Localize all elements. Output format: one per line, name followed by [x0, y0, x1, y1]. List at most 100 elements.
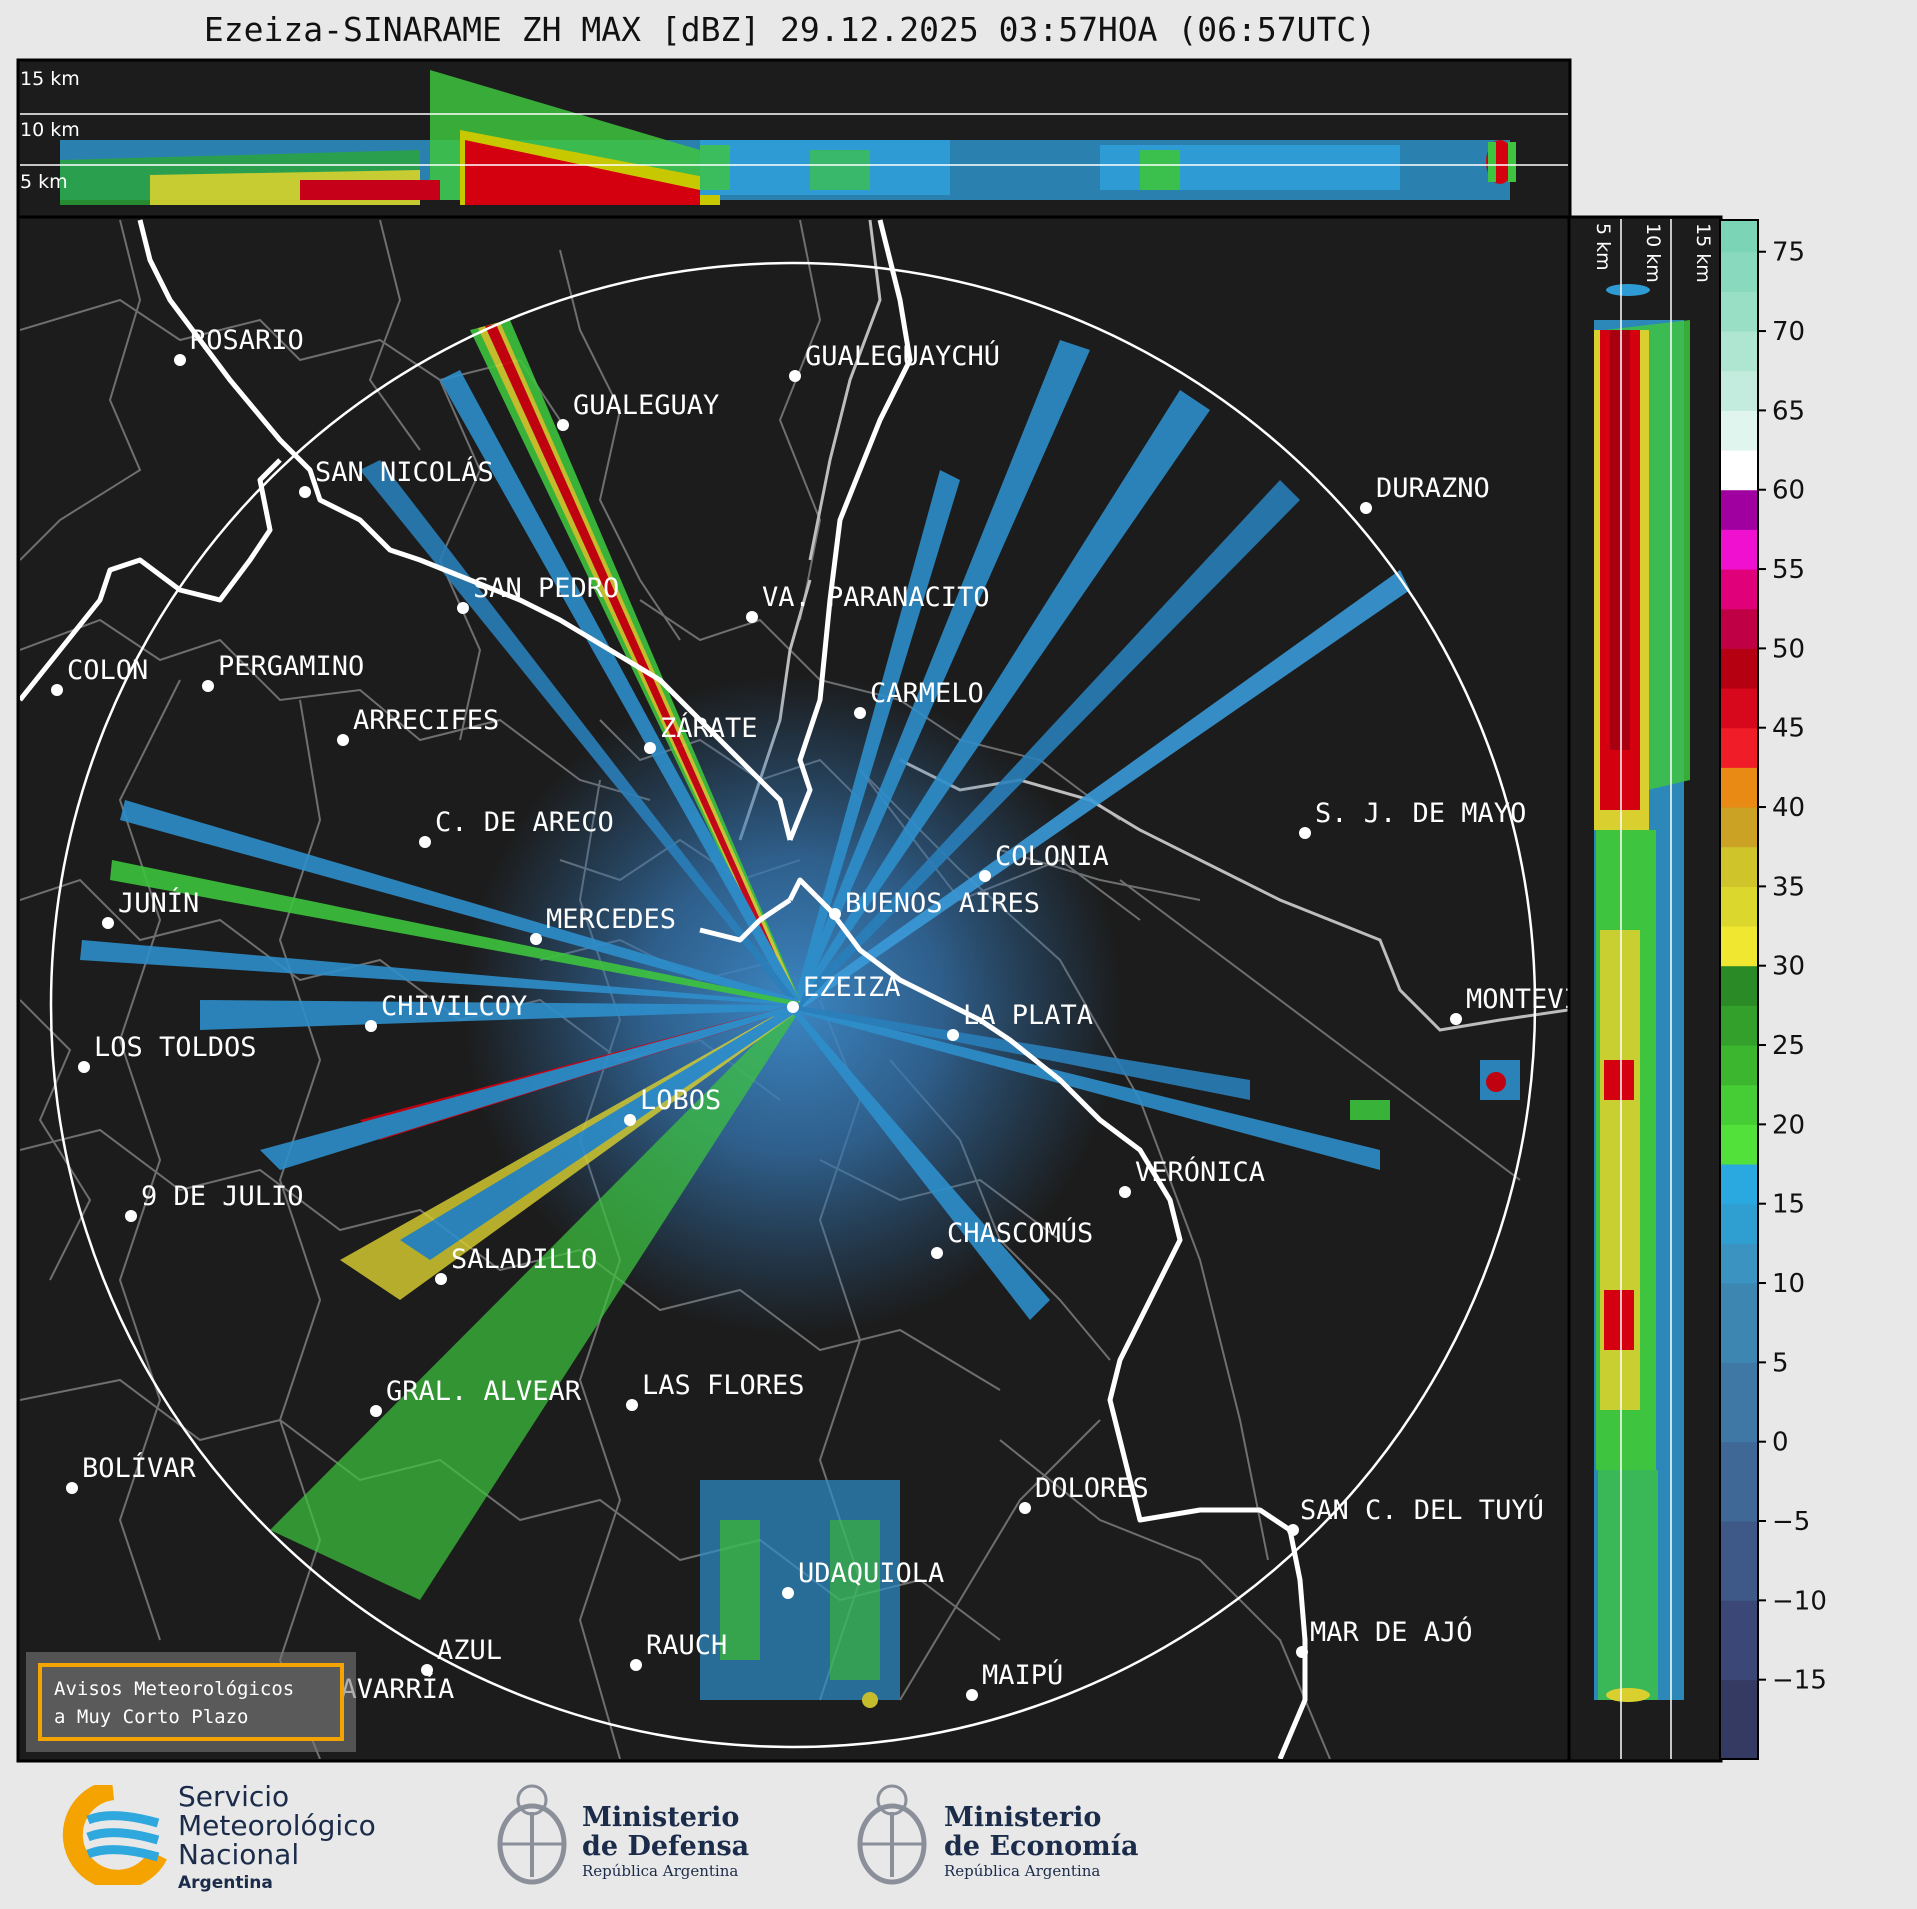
city-colonia: COLONIA — [979, 841, 1109, 882]
defensa-line-2: de Defensa — [582, 1831, 750, 1862]
city-mar-de-ajo: MAR DE AJÓ — [1296, 1616, 1473, 1658]
colorbar-tick-label: 45 — [1772, 714, 1805, 744]
svg-text:UDAQUIOLA: UDAQUIOLA — [798, 1558, 944, 1589]
top-alt-label-15km: 15 km — [20, 68, 80, 90]
city-montevideo: MONTEVIDEO — [1450, 984, 1629, 1025]
svg-text:C. DE ARECO: C. DE ARECO — [435, 807, 614, 838]
svg-text:SALADILLO: SALADILLO — [451, 1244, 597, 1275]
city-las-flores: LAS FLORES — [626, 1370, 805, 1411]
colorbar-segment — [1720, 1521, 1758, 1601]
smn-line-2: Meteorológico — [178, 1809, 376, 1842]
svg-text:CHASCOMÚS: CHASCOMÚS — [947, 1217, 1093, 1249]
argentina-seal-icon — [497, 1784, 567, 1885]
colorbar-segment — [1720, 1283, 1758, 1363]
colorbar-tick-label: 30 — [1772, 952, 1805, 982]
svg-text:CARMELO: CARMELO — [870, 678, 984, 709]
colorbar-tick-label: 55 — [1772, 555, 1805, 585]
city-rosario: ROSARIO — [174, 325, 304, 366]
top-alt-label-10km: 10 km — [20, 119, 80, 141]
side-elevation-panel: 5 km 10 km 15 km — [1567, 215, 1723, 1763]
svg-text:LAS FLORES: LAS FLORES — [642, 1370, 805, 1401]
colorbar-tick-label: 65 — [1772, 396, 1805, 426]
svg-text:SAN PEDRO: SAN PEDRO — [473, 573, 619, 604]
svg-text:LA PLATA: LA PLATA — [963, 1000, 1093, 1031]
smn-line-3: Nacional — [178, 1838, 300, 1871]
colorbar-segment — [1720, 727, 1758, 768]
city-arrecifes: ARRECIFES — [337, 705, 499, 746]
defensa-logo-text: Ministerio de Defensa República Argentin… — [582, 1803, 749, 1881]
colorbar-tick-label: 0 — [1772, 1428, 1789, 1458]
city-dolores: DOLORES — [1019, 1473, 1149, 1514]
colorbar-segment — [1720, 1243, 1758, 1284]
city-san-c-del-tuyu: SAN C. DEL TUYÚ — [1287, 1494, 1544, 1536]
coastline — [20, 219, 1308, 1759]
colorbar-segment — [1720, 450, 1758, 491]
economia-line-3: República Argentina — [944, 1862, 1101, 1880]
svg-text:DURAZNO: DURAZNO — [1376, 473, 1490, 504]
svg-text:GRAL. ALVEAR: GRAL. ALVEAR — [386, 1376, 582, 1407]
city-azul: AZUL — [421, 1635, 502, 1676]
smn-line-1: Servicio — [178, 1780, 290, 1813]
svg-text:DOLORES: DOLORES — [1035, 1473, 1149, 1504]
smn-logo-icon — [62, 1785, 167, 1885]
colorbar-tick-label: −10 — [1772, 1586, 1827, 1616]
colorbar-tick-label: 60 — [1772, 476, 1805, 506]
svg-text:ROSARIO: ROSARIO — [190, 325, 304, 356]
city-carmelo: CARMELO — [854, 678, 984, 719]
city-junin: JUNÍN — [102, 887, 199, 929]
colorbar-segment — [1720, 1203, 1758, 1244]
svg-text:COLON: COLON — [67, 655, 148, 686]
svg-text:RAUCH: RAUCH — [646, 1630, 727, 1661]
colorbar-segment — [1720, 291, 1758, 332]
side-alt-label-10km: 10 km — [1642, 223, 1664, 283]
city-maipu: MAIPÚ — [966, 1659, 1063, 1701]
colorbar-segment — [1720, 886, 1758, 927]
colorbar-tick-label: 40 — [1772, 793, 1805, 823]
svg-text:MERCEDES: MERCEDES — [546, 904, 676, 935]
svg-text:PERGAMINO: PERGAMINO — [218, 651, 364, 682]
city-lobos: LOBOS — [624, 1085, 721, 1126]
svg-text:CHIVILCOY: CHIVILCOY — [381, 991, 527, 1022]
side-alt-label-5km: 5 km — [1592, 223, 1614, 271]
top-elevation-panel: 15 km 10 km 5 km — [16, 58, 1572, 220]
economia-line-1: Ministerio — [944, 1802, 1102, 1833]
colorbar-segments — [1720, 220, 1758, 1760]
city-la-plata: LA PLATA — [947, 1000, 1093, 1041]
svg-text:VERÓNICA: VERÓNICA — [1135, 1156, 1265, 1188]
colorbar-segment — [1720, 1679, 1758, 1760]
city-udaquiola: UDAQUIOLA — [782, 1558, 944, 1599]
smn-logo-text: Servicio Meteorológico Nacional Argentin… — [178, 1782, 376, 1898]
svg-text:LOS TOLDOS: LOS TOLDOS — [94, 1032, 257, 1063]
warning-box: Avisos Meteorológicos a Muy Corto Plazo — [38, 1663, 344, 1741]
colorbar-segment — [1720, 489, 1758, 530]
city-colon: COLON — [51, 655, 148, 696]
colorbar-segment — [1720, 410, 1758, 451]
colorbar-segment — [1720, 370, 1758, 411]
defensa-line-3: República Argentina — [582, 1862, 739, 1880]
svg-text:MONTEVIDEO: MONTEVIDEO — [1466, 984, 1629, 1015]
svg-text:MAIPÚ: MAIPÚ — [982, 1659, 1063, 1691]
colorbar-segment — [1720, 1600, 1758, 1681]
smn-line-4: Argentina — [178, 1873, 273, 1893]
uruguay-river — [808, 219, 882, 561]
colorbar-tick-label: 50 — [1772, 634, 1805, 664]
svg-text:JUNÍN: JUNÍN — [118, 887, 199, 919]
colorbar-segment — [1720, 331, 1758, 372]
colorbar-segment — [1720, 688, 1758, 729]
colorbar-tick-label: 70 — [1772, 317, 1805, 347]
colorbar-segment — [1720, 1164, 1758, 1205]
svg-text:9 DE JULIO: 9 DE JULIO — [141, 1181, 304, 1212]
colorbar-segment — [1720, 1005, 1758, 1046]
city-buenos-aires: BUENOS AIRES — [829, 888, 1040, 920]
city-chascomus: CHASCOMÚS — [931, 1217, 1093, 1259]
defensa-line-1: Ministerio — [582, 1802, 740, 1833]
colorbar-segment — [1720, 1084, 1758, 1125]
colorbar-tick-label: −15 — [1772, 1666, 1827, 1696]
city-durazno: DURAZNO — [1360, 473, 1490, 514]
svg-text:BUENOS AIRES: BUENOS AIRES — [845, 888, 1040, 919]
svg-text:GUALEGUAYCHÚ: GUALEGUAYCHÚ — [805, 340, 1000, 372]
city-rauch: RAUCH — [630, 1630, 727, 1671]
city-mercedes: MERCEDES — [530, 904, 676, 945]
